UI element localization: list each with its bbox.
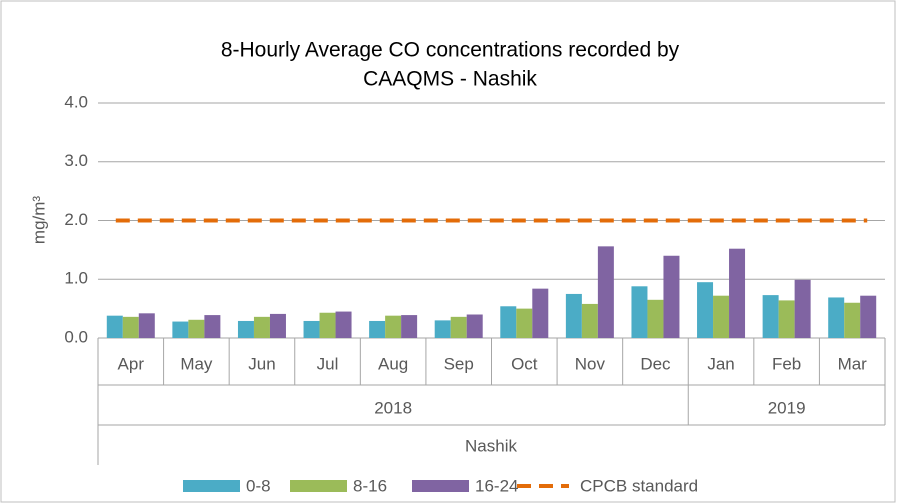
x-tick-label: Apr xyxy=(118,354,145,373)
bar xyxy=(335,311,352,338)
x-axis-label: Nashik xyxy=(465,436,517,455)
bar xyxy=(729,248,746,338)
bar xyxy=(860,295,877,338)
bar xyxy=(385,315,402,338)
x-tick-label: Dec xyxy=(640,354,671,373)
bar xyxy=(466,314,483,338)
x-tick-label: Mar xyxy=(838,354,868,373)
y-tick-label: 3.0 xyxy=(64,151,88,170)
x-tick-label: Jan xyxy=(707,354,734,373)
x-tick-label: Jun xyxy=(248,354,275,373)
legend-label: 16-24 xyxy=(475,476,518,495)
bar xyxy=(122,316,139,338)
legend-label: 0-8 xyxy=(246,476,271,495)
bar xyxy=(172,321,189,338)
bar xyxy=(138,313,155,338)
bar xyxy=(369,320,386,338)
legend-label: CPCB standard xyxy=(580,476,698,495)
bar xyxy=(188,319,205,338)
bar xyxy=(697,282,714,338)
bar xyxy=(253,316,270,338)
bar xyxy=(516,308,533,338)
y-axis-label: mg/m³ xyxy=(29,196,48,245)
bar xyxy=(647,299,664,338)
legend-swatch xyxy=(183,480,240,492)
bar xyxy=(434,320,451,338)
bar xyxy=(401,315,418,338)
x-tick-label: May xyxy=(180,354,213,373)
bar xyxy=(794,279,811,338)
y-tick-label: 4.0 xyxy=(64,92,88,111)
bar xyxy=(106,315,123,338)
bar xyxy=(844,302,861,338)
bar xyxy=(663,255,680,338)
bar xyxy=(450,316,467,338)
x-group-label: 2018 xyxy=(374,398,412,417)
bar xyxy=(269,313,286,338)
bar xyxy=(631,286,648,338)
bar xyxy=(237,320,254,338)
bar xyxy=(581,303,598,338)
x-tick-label: Nov xyxy=(575,354,606,373)
bar xyxy=(713,295,730,338)
legend-swatch xyxy=(412,480,469,492)
x-group-label: 2019 xyxy=(768,398,806,417)
x-tick-label: Sep xyxy=(444,354,474,373)
y-tick-label: 2.0 xyxy=(64,210,88,229)
bar xyxy=(597,246,614,338)
bar xyxy=(303,320,320,338)
bar xyxy=(319,312,336,338)
bar xyxy=(762,295,779,338)
bar xyxy=(778,300,795,338)
legend-swatch xyxy=(290,480,347,492)
bar xyxy=(828,297,845,338)
y-tick-label: 1.0 xyxy=(64,269,88,288)
x-tick-label: Jul xyxy=(317,354,339,373)
bar xyxy=(565,293,582,338)
x-tick-label: Feb xyxy=(772,354,801,373)
chart-title: 8-Hourly Average CO concentrations recor… xyxy=(221,39,680,62)
x-tick-label: Oct xyxy=(511,354,538,373)
bar xyxy=(204,315,221,338)
y-tick-label: 0.0 xyxy=(64,327,88,346)
bar xyxy=(500,306,517,338)
chart-title: CAAQMS - Nashik xyxy=(363,68,537,91)
x-tick-label: Aug xyxy=(378,354,408,373)
legend-label: 8-16 xyxy=(353,476,387,495)
bar xyxy=(532,288,549,338)
